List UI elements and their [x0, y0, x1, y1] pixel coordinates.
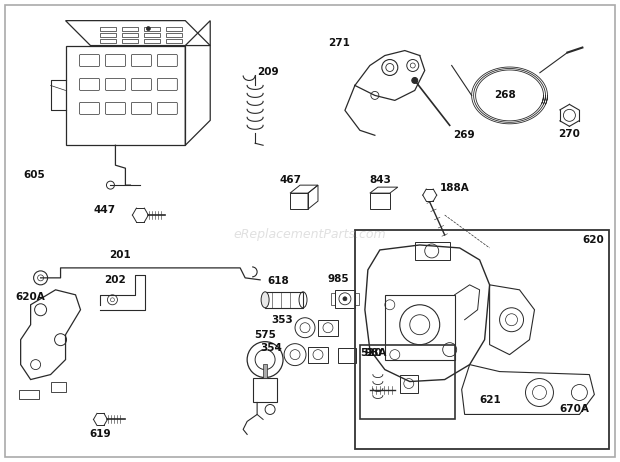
Text: 201: 201 [110, 250, 131, 260]
Bar [290, 193, 308, 209]
Bar [51, 382, 66, 391]
Circle shape [412, 78, 418, 84]
Bar [355, 293, 359, 305]
Ellipse shape [261, 292, 269, 308]
Text: 271: 271 [328, 37, 350, 48]
Text: eReplacementParts.com: eReplacementParts.com [234, 229, 386, 242]
Bar [318, 320, 338, 336]
Bar [308, 346, 328, 363]
Text: 619: 619 [90, 429, 111, 439]
Bar [265, 292, 303, 308]
Bar [360, 345, 454, 419]
Circle shape [343, 297, 347, 301]
Text: 202: 202 [105, 275, 126, 285]
Text: 605: 605 [24, 170, 46, 180]
Bar [415, 242, 450, 260]
Bar [263, 364, 267, 377]
Circle shape [146, 27, 151, 30]
Text: 843: 843 [369, 175, 391, 185]
Text: 188A: 188A [440, 183, 469, 193]
Text: 575: 575 [254, 330, 276, 340]
Bar [335, 290, 355, 308]
Text: 620: 620 [583, 235, 604, 245]
Text: 354: 354 [260, 343, 282, 353]
Text: 985: 985 [327, 274, 348, 284]
Bar [331, 293, 335, 305]
Bar [19, 389, 38, 400]
Bar [338, 347, 356, 363]
Text: 467: 467 [279, 175, 301, 185]
Text: 670A: 670A [559, 404, 590, 414]
Text: 618: 618 [267, 276, 289, 286]
Text: 98A: 98A [365, 347, 388, 358]
Text: 520: 520 [360, 347, 382, 358]
Text: 269: 269 [453, 130, 474, 140]
Text: 353: 353 [272, 315, 293, 325]
Text: 209: 209 [257, 67, 279, 78]
Text: 620A: 620A [16, 292, 45, 302]
Text: 270: 270 [559, 129, 580, 140]
Bar [385, 295, 454, 359]
Text: 621: 621 [480, 395, 502, 405]
Bar [370, 193, 390, 209]
Bar [400, 375, 418, 393]
Text: 268: 268 [494, 91, 515, 100]
Text: 447: 447 [94, 205, 115, 215]
Bar [355, 230, 609, 450]
Bar [253, 377, 277, 402]
